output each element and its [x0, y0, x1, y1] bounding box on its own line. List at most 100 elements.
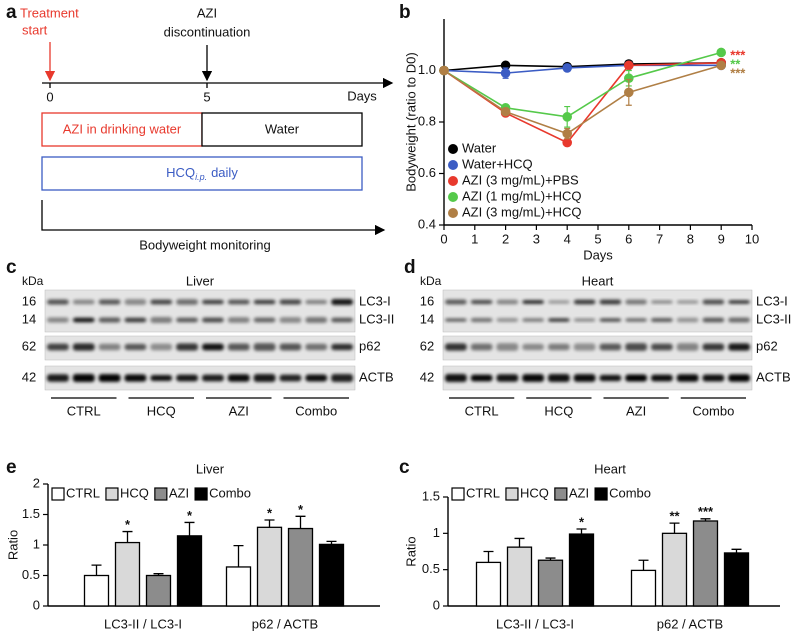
blot-band [651, 343, 673, 351]
y-tick-label: 0.5 [22, 567, 40, 582]
legend-label: CTRL [66, 485, 100, 500]
significance-label: * [579, 514, 585, 529]
group-label: HCQ [147, 403, 176, 418]
hcq-suffix: daily [211, 165, 238, 180]
legend-label: HCQ [120, 485, 149, 500]
group-label: Combo [295, 403, 337, 418]
blot-band [676, 374, 699, 382]
significance-label: ** [669, 509, 680, 524]
blot-band [331, 299, 353, 305]
chart-title: Liver [196, 461, 225, 476]
blot-unit: kDa [22, 274, 44, 288]
chart-bar: 0 0.5 1 1.5 Ratio c Heart LC3-II / LC3-I * p62 / … [399, 457, 780, 631]
blot-band [72, 317, 95, 323]
blot-marker: 14 [22, 311, 36, 326]
blot-band [279, 317, 302, 323]
x-tick-label: LC3-II / LC3-I [496, 616, 574, 631]
blot-marker: 62 [22, 338, 36, 353]
blot-band [651, 374, 673, 382]
blot-band [331, 374, 353, 382]
blot-band [522, 374, 544, 382]
blot-band [445, 318, 467, 322]
y-tick-label: 1.5 [22, 506, 40, 521]
group-label: Combo [692, 403, 734, 418]
blot-marker: 16 [420, 293, 434, 308]
error-bar [264, 519, 275, 528]
x-tick-label: 4 [564, 231, 571, 246]
blot-band [728, 374, 750, 382]
blot-band [548, 343, 570, 351]
blot-band [573, 318, 596, 322]
blot-band [176, 374, 198, 382]
chart-title: Heart [594, 461, 626, 476]
blot-band [496, 374, 519, 382]
blot-band [445, 299, 467, 305]
blot-band [202, 299, 224, 305]
blot-band [98, 317, 121, 323]
blot-strip [44, 335, 356, 361]
blot-band [253, 317, 276, 323]
y-tick-label: 0.4 [418, 216, 436, 231]
stop-label: discontinuation [164, 24, 251, 39]
blot-title: Heart [582, 273, 614, 288]
phase1-label: AZI in drinking water [63, 121, 182, 136]
blot-band [176, 343, 198, 351]
blot-band [599, 374, 622, 382]
blot-band [625, 374, 647, 382]
phase2-box [201, 112, 363, 147]
bar [661, 532, 688, 607]
data-point [439, 65, 449, 76]
legend-label: AZI (3 mg/mL)+PBS [462, 172, 579, 187]
legend-label: AZI [169, 485, 189, 500]
legend-label: AZI (3 mg/mL)+HCQ [462, 204, 582, 219]
blot-band [279, 343, 302, 351]
timeline-panel: a Treatment start AZI discontinuation Da… [6, 2, 394, 252]
y-tick-label: 1 [433, 525, 440, 540]
blot-band [522, 300, 544, 304]
blot-band [72, 343, 95, 351]
blot-band [331, 317, 353, 323]
x-tick-label: LC3-II / LC3-I [104, 616, 182, 631]
panel-letter: a [6, 2, 17, 23]
legend-label: CTRL [466, 485, 500, 500]
hcq-route: i.p. [195, 172, 207, 182]
blot-band [599, 318, 622, 322]
legend-marker [448, 192, 458, 202]
blot-band [305, 299, 328, 305]
x-tick-label: 0 [440, 231, 447, 246]
legend-swatch [451, 487, 465, 501]
hcq-box [41, 156, 363, 191]
y-tick-label: 0.6 [418, 165, 436, 180]
start-label: Treatment [20, 5, 79, 20]
significance-label: * [267, 505, 273, 520]
y-axis-label: Ratio [403, 536, 418, 566]
legend-label: HCQ [520, 485, 549, 500]
blot-band [496, 343, 519, 351]
stop-label: AZI [197, 5, 217, 20]
bar [83, 574, 110, 607]
blot-band [496, 299, 519, 305]
legend-label: AZI [569, 485, 589, 500]
x-tick-label: 3 [533, 231, 540, 246]
blot-band [522, 318, 544, 322]
blot-band [253, 374, 276, 382]
blot-strip [442, 289, 753, 333]
blot-band-label: ACTB [359, 369, 394, 384]
blot-band [625, 318, 647, 322]
bar [723, 552, 750, 607]
blot-band [227, 374, 250, 382]
x-tick-label: 9 [718, 231, 725, 246]
panel-letter: d [404, 257, 416, 278]
legend-swatch [51, 487, 65, 501]
chart-bar: 0 0.5 1 1.5 2 Ratio e Liver LC3-II / LC3-I * * p62 … [5, 457, 380, 631]
bar [318, 543, 345, 607]
blot-band [470, 318, 493, 322]
blot-band [98, 299, 121, 305]
blot-band-label: p62 [756, 338, 778, 353]
blot-band [573, 374, 596, 382]
series-line [443, 61, 722, 144]
blot-band [496, 318, 519, 322]
legend-marker [448, 144, 458, 154]
legend-marker [448, 208, 458, 218]
